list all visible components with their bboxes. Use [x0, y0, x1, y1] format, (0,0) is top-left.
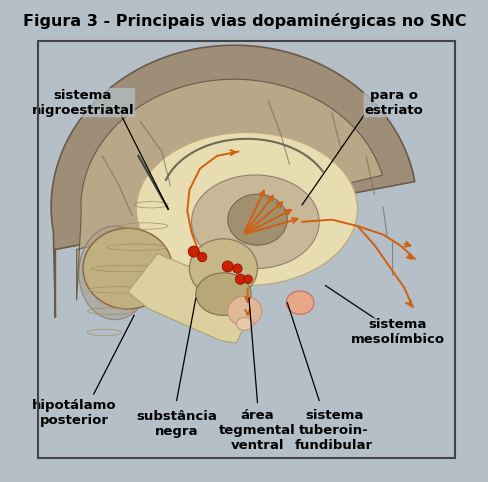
Circle shape — [244, 275, 252, 283]
Ellipse shape — [195, 273, 251, 315]
Ellipse shape — [136, 133, 357, 286]
Polygon shape — [77, 79, 382, 300]
Circle shape — [222, 261, 233, 272]
Text: hipotálamo
posterior: hipotálamo posterior — [32, 399, 117, 427]
Circle shape — [232, 264, 242, 273]
Text: área
tegmental
ventral: área tegmental ventral — [219, 409, 295, 452]
Ellipse shape — [227, 194, 286, 245]
Text: para o
estriato: para o estriato — [364, 89, 422, 117]
Ellipse shape — [285, 291, 313, 314]
Ellipse shape — [227, 296, 261, 326]
Text: substância
negra: substância negra — [136, 410, 217, 438]
Text: sistema
nigroestriatal: sistema nigroestriatal — [32, 89, 134, 117]
Text: sistema
tuberoin-
fundibular: sistema tuberoin- fundibular — [294, 409, 372, 452]
Polygon shape — [51, 45, 414, 318]
Ellipse shape — [83, 228, 172, 309]
Ellipse shape — [236, 318, 253, 330]
Ellipse shape — [191, 175, 319, 268]
Ellipse shape — [189, 239, 257, 298]
Ellipse shape — [79, 226, 151, 320]
Text: Figura 3 - Principais vias dopaminérgicas no SNC: Figura 3 - Principais vias dopaminérgica… — [22, 13, 466, 29]
Circle shape — [197, 253, 206, 262]
Polygon shape — [127, 254, 246, 343]
Circle shape — [188, 246, 199, 257]
Text: sistema
mesolímbico: sistema mesolímbico — [350, 319, 444, 347]
Circle shape — [235, 274, 245, 284]
